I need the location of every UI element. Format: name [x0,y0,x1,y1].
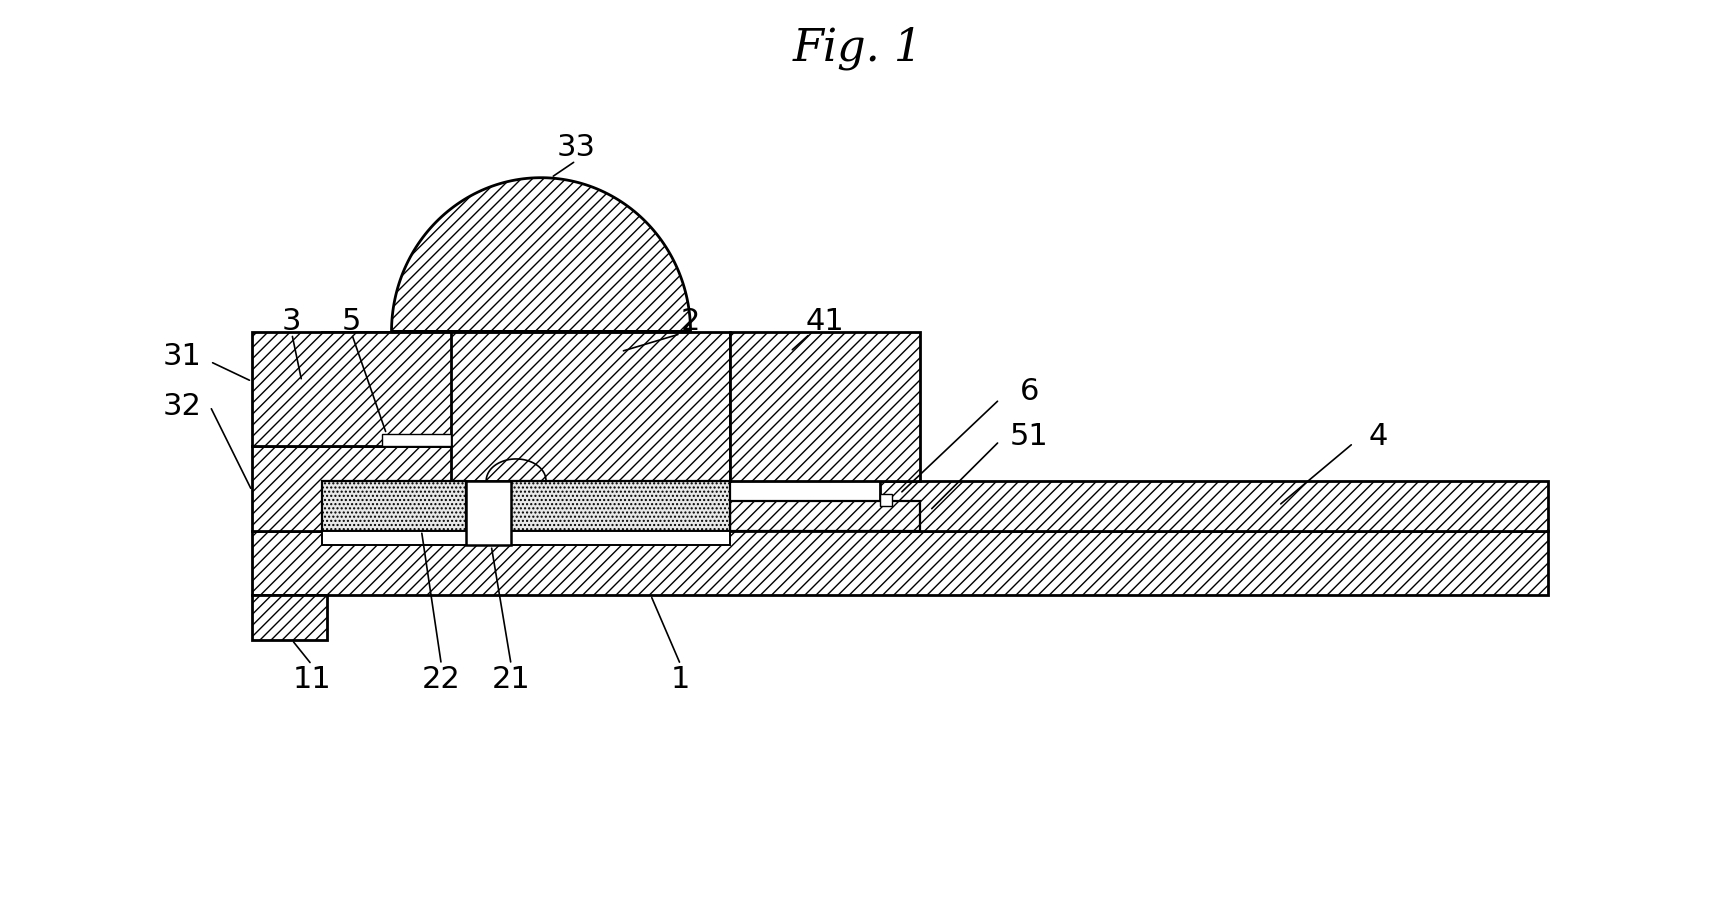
Text: 33: 33 [556,133,595,162]
Bar [731,332,920,481]
Text: 4: 4 [1369,422,1388,450]
Text: Fig. 1: Fig. 1 [793,27,923,70]
Polygon shape [391,177,690,332]
Text: 11: 11 [292,665,331,694]
Text: 1: 1 [671,665,690,694]
Bar [731,501,920,531]
Bar [252,531,1548,595]
Text: 5: 5 [341,307,362,336]
Bar [321,332,731,481]
Bar [880,494,892,505]
Text: 41: 41 [807,307,844,336]
Bar [511,481,731,531]
Bar [321,481,467,531]
Bar [321,531,731,545]
Bar [381,434,451,446]
Text: 3: 3 [281,307,302,336]
Text: 32: 32 [163,392,202,421]
Text: 21: 21 [492,665,530,694]
Text: 2: 2 [681,307,700,336]
Text: 31: 31 [163,342,202,371]
Bar [252,446,451,531]
Bar [467,481,511,545]
Text: 22: 22 [422,665,460,694]
Bar [252,595,326,640]
Bar [252,332,451,446]
Text: 6: 6 [1019,377,1040,405]
Text: 51: 51 [1011,422,1048,450]
Bar [880,481,1548,531]
